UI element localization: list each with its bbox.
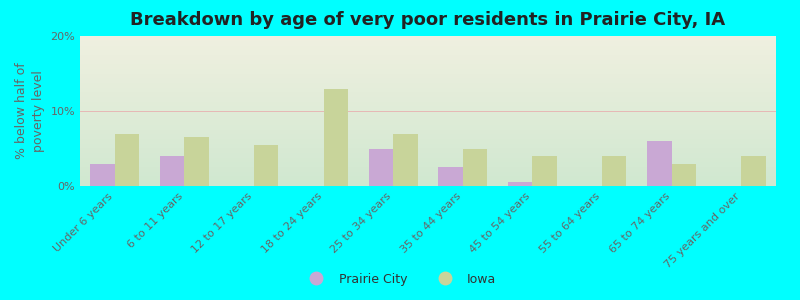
- Bar: [508, 182, 533, 186]
- Bar: [323, 88, 348, 186]
- Bar: [602, 156, 626, 186]
- Bar: [160, 156, 185, 186]
- Bar: [254, 145, 278, 186]
- Bar: [672, 164, 696, 186]
- Bar: [742, 156, 766, 186]
- Bar: [533, 156, 557, 186]
- Bar: [90, 164, 115, 186]
- Bar: [394, 134, 418, 186]
- Bar: [463, 148, 487, 186]
- Bar: [185, 137, 209, 186]
- Bar: [647, 141, 672, 186]
- Y-axis label: % below half of
poverty level: % below half of poverty level: [15, 63, 45, 159]
- Bar: [115, 134, 139, 186]
- Bar: [369, 148, 394, 186]
- Legend: Prairie City, Iowa: Prairie City, Iowa: [298, 268, 502, 291]
- Bar: [438, 167, 462, 186]
- Title: Breakdown by age of very poor residents in Prairie City, IA: Breakdown by age of very poor residents …: [130, 11, 726, 29]
